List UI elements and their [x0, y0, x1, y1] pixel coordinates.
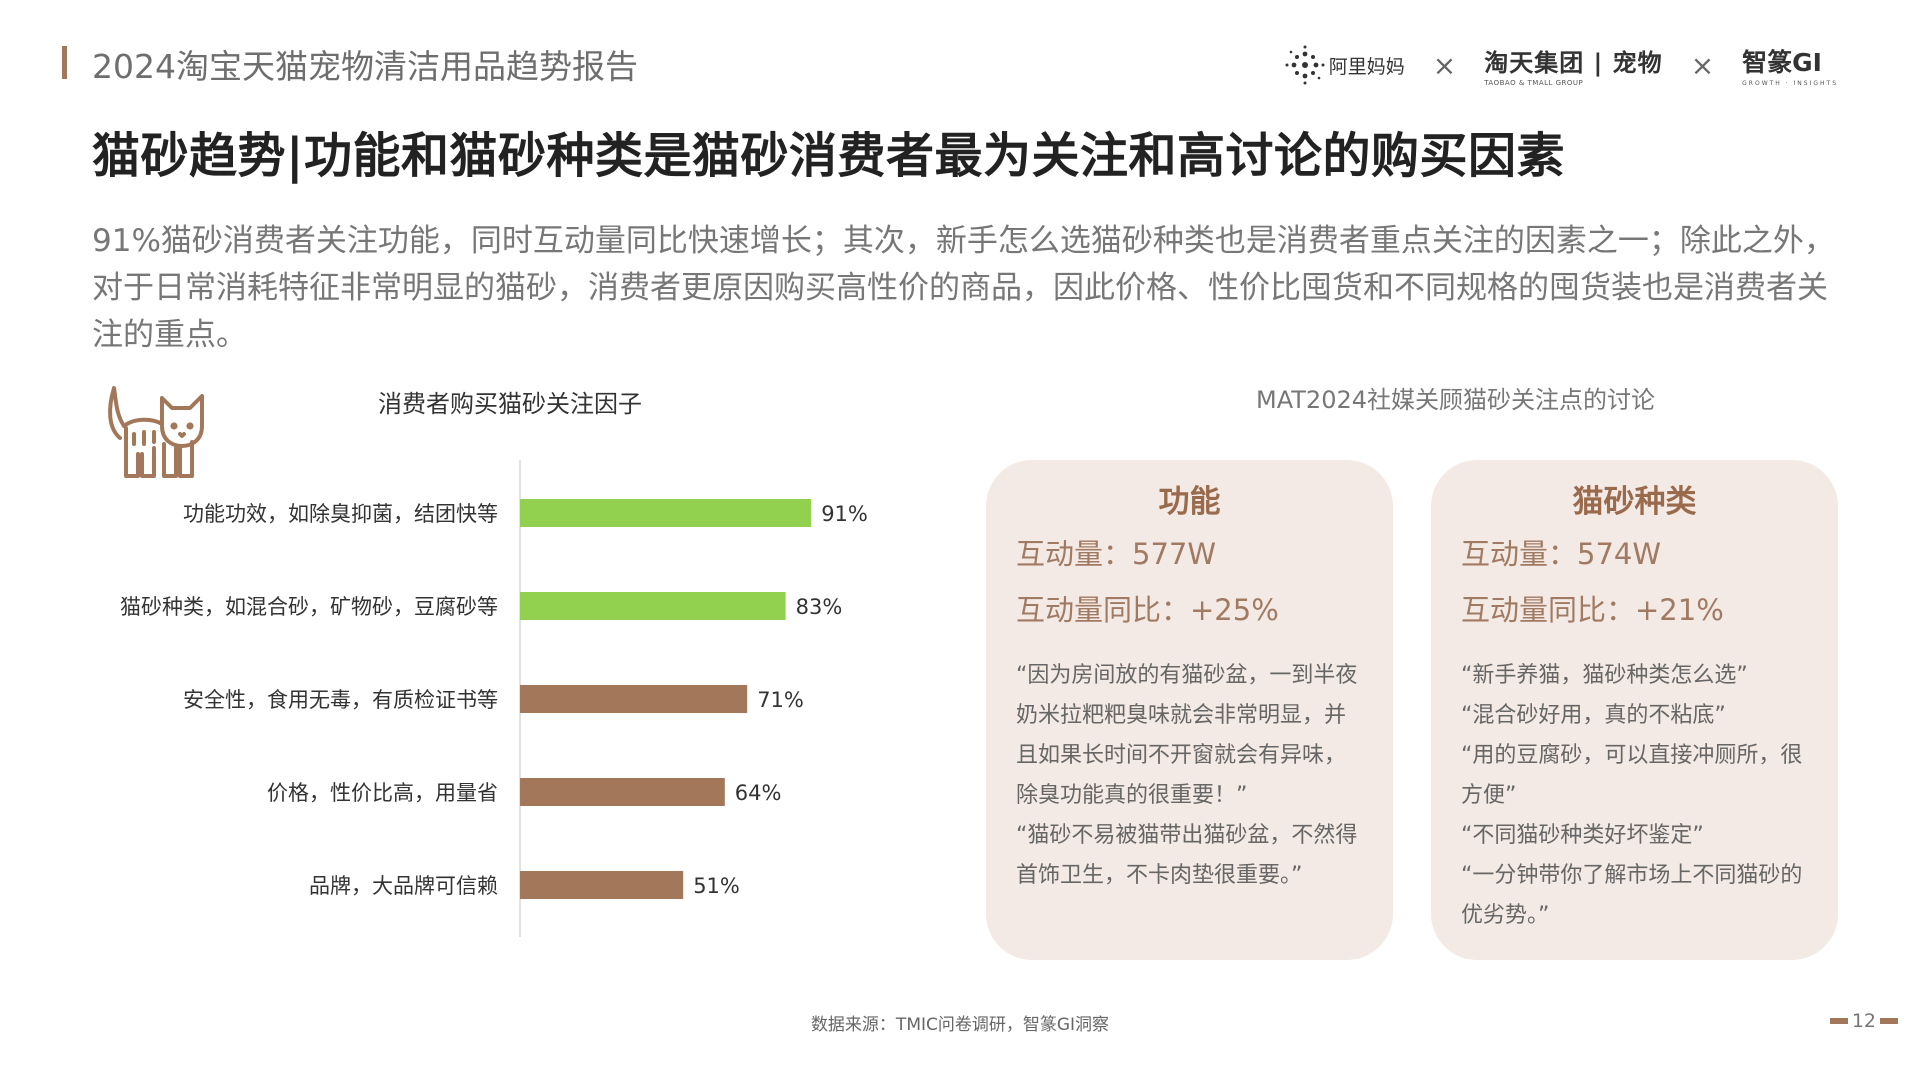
value-label: 83%	[796, 595, 843, 619]
alimama-dots-icon	[1285, 45, 1325, 85]
summary-paragraph: 91%猫砂消费者关注功能，同时互动量同比快速增长；其次，新手怎么选猫砂种类也是消…	[92, 223, 1835, 353]
card-title: 功能	[1158, 484, 1221, 520]
interaction-volume: 互动量：577W	[1016, 537, 1217, 571]
zhizhuan-gi-logo: 智篆GI GROWTH · INSIGHTS	[1742, 43, 1838, 87]
value-label: 51%	[693, 874, 740, 898]
header-accent-bar	[62, 46, 67, 79]
social-discussion-title: MAT2024社媒关顾猫砂关注点的讨论	[1256, 386, 1655, 414]
quote-item: “新手养猫，猫砂种类怎么选”	[1461, 663, 1748, 688]
bar	[520, 778, 725, 806]
quote-list: “新手养猫，猫砂种类怎么选” “混合砂好用，真的不粘底” “用的豆腐砂，可以直接…	[1461, 656, 1808, 936]
bar	[520, 871, 684, 899]
card-title: 猫砂种类	[1572, 484, 1697, 520]
page-number: 12	[1829, 1010, 1898, 1032]
page-title: 猫砂趋势|功能和猫砂种类是猫砂消费者最为关注和高讨论的购买因素	[92, 128, 1566, 184]
report-title: 2024淘宝天猫宠物清洁用品趋势报告	[92, 47, 638, 86]
chart-title: 消费者购买猫砂关注因子	[378, 390, 642, 418]
cat-icon	[108, 386, 204, 478]
alimama-logo-text: 阿里妈妈	[1328, 55, 1405, 78]
page-number-bar	[1829, 1018, 1848, 1024]
quote-item: “不同猫砂种类好坏鉴定”	[1461, 823, 1704, 848]
quote-item: “因为房间放的有猫砂盆，一到半夜奶米拉粑粑臭味就会非常明显，并且如果长时间不开窗…	[1016, 663, 1358, 808]
quote-item: “猫砂不易被猫带出猫砂盆，不然得首饰卫生，不卡肉垫很重要。”	[1016, 823, 1358, 888]
partner-logos: 阿里妈妈 × 淘天集团 | 宠物 TAOBAO & TMALL GROUP × …	[1285, 42, 1838, 88]
category-label: 安全性，食用无毒，有质检证书等	[183, 688, 498, 712]
value-label: 91%	[821, 502, 868, 526]
data-source: 数据来源：TMIC问卷调研，智篆GI洞察	[810, 1015, 1110, 1035]
taotian-logo-subtext: TAOBAO & TMALL GROUP	[1484, 79, 1584, 87]
value-label: 64%	[735, 781, 782, 805]
bar	[520, 685, 748, 713]
interaction-yoy: 互动量同比：+25%	[1016, 593, 1279, 627]
alimama-logo: 阿里妈妈	[1285, 45, 1405, 85]
interaction-yoy: 互动量同比：+21%	[1461, 593, 1724, 627]
logo-separator: ×	[1432, 48, 1457, 82]
interaction-volume: 互动量：574W	[1461, 537, 1662, 571]
bar	[520, 499, 812, 527]
category-label: 品牌，大品牌可信赖	[309, 874, 498, 898]
card-litter-type: 猫砂种类 互动量：574W 互动量同比：+21% “新手养猫，猫砂种类怎么选” …	[1431, 460, 1838, 960]
card-function: 功能 互动量：577W 互动量同比：+25% “因为房间放的有猫砂盆，一到半夜奶…	[986, 460, 1393, 960]
quote-item: “一分钟带你了解市场上不同猫砂的优劣势。”	[1461, 863, 1803, 928]
category-label: 功能功效，如除臭抑菌，结团快等	[183, 502, 498, 526]
bar	[520, 592, 786, 620]
taotian-logo-text: 淘天集团 | 宠物	[1484, 49, 1663, 77]
factor-bar-chart: 功能功效，如除臭抑菌，结团快等 91% 猫砂种类，如混合砂，矿物砂，豆腐砂等 83% 安…	[120, 460, 868, 937]
quote-list: “因为房间放的有猫砂盆，一到半夜奶米拉粑粑臭味就会非常明显，并且如果长时间不开窗…	[1016, 656, 1363, 896]
quote-item: “用的豆腐砂，可以直接冲厕所，很方便”	[1461, 743, 1803, 808]
quote-item: “混合砂好用，真的不粘底”	[1461, 703, 1726, 728]
value-label: 71%	[757, 688, 804, 712]
page-number-bar	[1880, 1018, 1898, 1024]
logo-separator: ×	[1690, 48, 1715, 82]
category-label: 价格，性价比高，用量省	[267, 781, 498, 805]
gi-logo-text: 智篆GI	[1742, 48, 1822, 77]
gi-logo-subtext: GROWTH · INSIGHTS	[1742, 80, 1838, 87]
taotian-pet-logo: 淘天集团 | 宠物 TAOBAO & TMALL GROUP	[1484, 43, 1662, 87]
category-label: 猫砂种类，如混合砂，矿物砂，豆腐砂等	[120, 595, 498, 619]
page-number-text: 12	[1851, 1010, 1876, 1032]
